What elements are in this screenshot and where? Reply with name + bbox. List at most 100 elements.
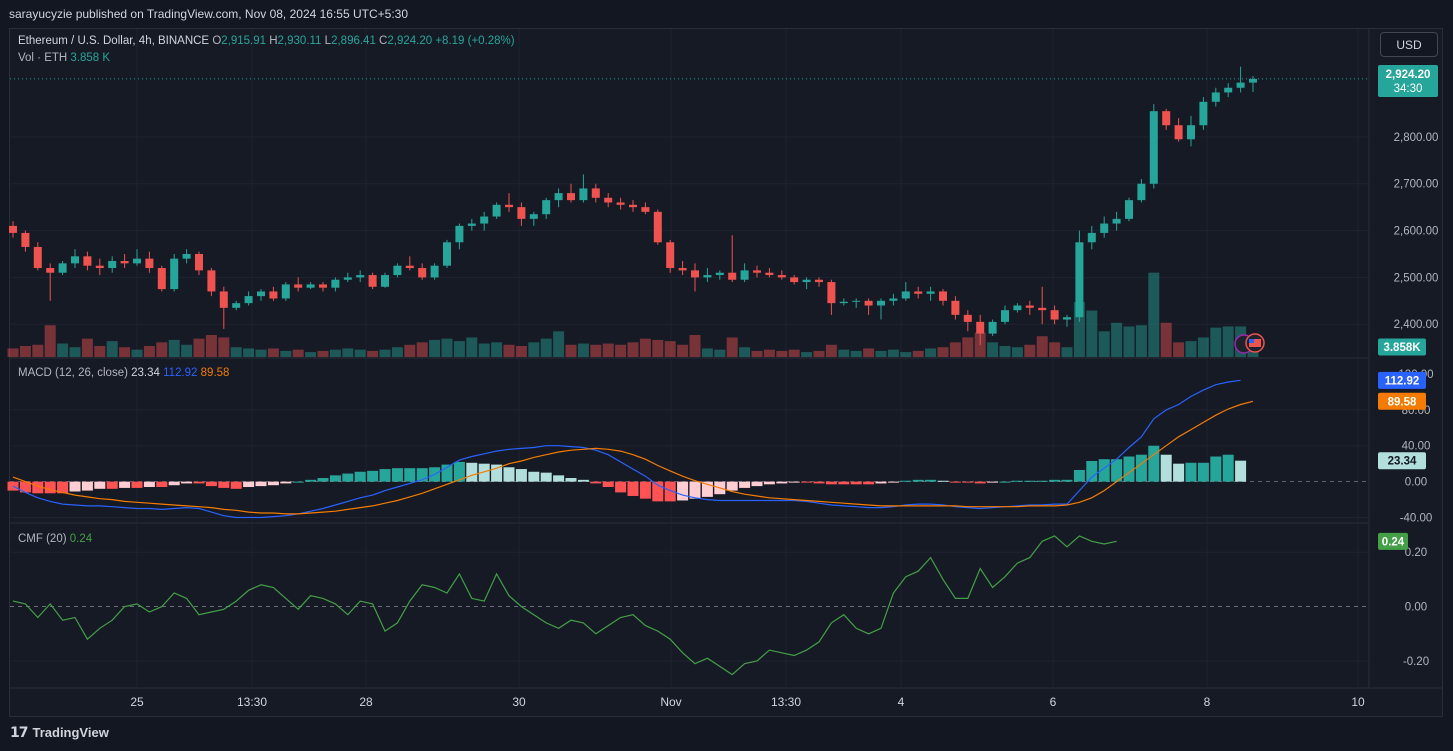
candle-body <box>257 291 265 297</box>
candle-body <box>1137 183 1146 201</box>
macd-hist-bar <box>751 481 763 487</box>
candle-body <box>58 263 67 273</box>
candle-body <box>319 284 327 288</box>
candle-body <box>604 197 613 203</box>
volume-bar <box>515 346 527 357</box>
currency-button[interactable]: USD <box>1380 32 1438 57</box>
volume-value: 3.858 K <box>70 52 111 64</box>
candle-body <box>1224 87 1233 93</box>
tradingview-brand[interactable]: 𝟭𝟳 TradingView <box>10 724 109 741</box>
candle-body <box>542 200 551 215</box>
macd-hist-bar <box>863 481 875 485</box>
cmf-line <box>12 535 1117 676</box>
volume-bar <box>491 342 503 357</box>
candle-body <box>790 277 799 283</box>
candle-body <box>368 275 377 287</box>
volume-bar <box>602 343 614 357</box>
candle-body <box>232 303 241 308</box>
macd-label: MACD (12, 26, close) <box>18 367 128 379</box>
volume-bar <box>168 339 180 357</box>
macd-hist-bar <box>243 481 255 488</box>
candle-body <box>480 216 489 224</box>
volume-bar <box>342 348 354 357</box>
candle-body <box>852 300 861 302</box>
macd-hist-bar <box>1135 454 1147 482</box>
candle-body <box>951 300 960 315</box>
candle-body <box>641 207 650 212</box>
macd-hist-bar <box>379 469 391 482</box>
macd-hist-bar <box>726 481 738 491</box>
volume-bar <box>267 348 279 357</box>
candle-body <box>467 223 476 226</box>
volume-bar <box>689 335 701 357</box>
volume-bar <box>57 343 69 357</box>
close-value: 2,924.20 <box>387 35 433 47</box>
volume-bar <box>739 347 751 357</box>
candle-body <box>1162 111 1171 126</box>
time-tick-label: 4 <box>898 695 905 709</box>
macd-hist-bar <box>391 468 403 482</box>
volume-bar <box>367 350 379 357</box>
candle-body <box>1063 317 1071 320</box>
candle-body <box>393 265 402 276</box>
volume-bar <box>801 352 813 357</box>
volume-bar <box>652 339 664 357</box>
candle-body <box>777 275 786 278</box>
price-tick-label: 2,600.00 <box>1394 226 1439 238</box>
volume-bar <box>478 343 490 357</box>
volume-bar <box>577 343 589 357</box>
macd-hist-bar <box>949 481 961 483</box>
volume-bar <box>292 349 304 357</box>
candle-body <box>1075 242 1084 318</box>
candle-body <box>418 268 427 278</box>
macd-tick-label: 40.00 <box>1402 441 1431 453</box>
candle-body <box>1025 305 1034 308</box>
candle-body <box>901 291 910 299</box>
volume-bar <box>453 341 465 357</box>
candle-body <box>691 270 699 278</box>
candle-body <box>133 258 141 264</box>
candle-body <box>207 270 216 292</box>
macd-hist-bar <box>478 463 490 482</box>
volume-bar <box>466 337 478 357</box>
time-tick-label: 25 <box>130 695 144 709</box>
cmf-tag: 0.24 <box>1382 536 1405 548</box>
candle-body <box>678 268 687 271</box>
high-label: H <box>269 35 278 47</box>
volume-bar <box>1024 344 1036 357</box>
volume-bar <box>528 342 540 357</box>
macd-hist-bar <box>181 481 193 484</box>
candle-body <box>71 256 79 264</box>
volume-bar <box>590 344 602 357</box>
volume-bar <box>7 348 19 357</box>
volume-bar <box>875 350 887 357</box>
volume-bar <box>751 350 763 357</box>
macd-hist-bar <box>1098 459 1110 482</box>
axes-and-tags: 2,400.00 2,500.00 2,600.00 2,700.00 2,800.00… <box>1234 65 1439 668</box>
macd-hist-bar <box>32 481 44 494</box>
volume-bar <box>887 349 899 357</box>
macd-histogram <box>7 445 1247 502</box>
volume-bar <box>1247 349 1259 357</box>
volume-bar <box>317 350 329 357</box>
time-tick-label: 13:30 <box>237 695 267 709</box>
candle-body <box>864 300 873 306</box>
volume-bar <box>218 337 230 357</box>
volume-bar <box>379 349 391 357</box>
macd-hist-bar <box>1086 460 1098 482</box>
macd-tick-label: 0.00 <box>1405 477 1427 489</box>
time-tick-label: 28 <box>359 695 373 709</box>
candle-body <box>567 193 575 201</box>
volume-bar <box>69 347 81 357</box>
volume-bar <box>1011 347 1023 357</box>
candle-body <box>579 188 588 201</box>
volume-bar <box>230 347 242 357</box>
macd-hist-bar <box>825 481 837 485</box>
volume-bar <box>1222 326 1234 357</box>
volume-bar <box>1061 347 1073 357</box>
volume-bar <box>664 341 676 357</box>
macd-hist-bar <box>230 481 242 489</box>
candle-body <box>926 291 935 294</box>
macd-hist-bar <box>788 481 800 483</box>
